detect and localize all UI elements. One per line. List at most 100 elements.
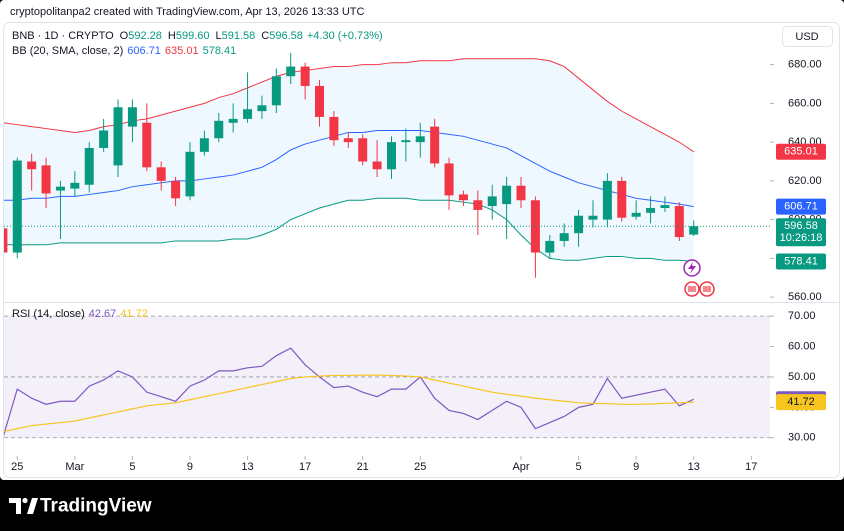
- last-price-label: 596.58: [784, 220, 818, 232]
- candle-body: [300, 66, 310, 86]
- chart-frame: [3, 22, 840, 478]
- x-tick-label: Mar: [65, 461, 84, 473]
- y-tick-label: 560.00: [788, 291, 822, 303]
- candle-body: [545, 240, 555, 253]
- y-tick-label: 620.00: [788, 175, 822, 187]
- candle-body: [84, 147, 94, 185]
- candle-body: [185, 151, 195, 197]
- candle-body: [516, 185, 526, 201]
- candle-body: [113, 107, 123, 166]
- candle-body: [458, 194, 468, 201]
- rsi-value-box: [776, 394, 826, 411]
- candle-body: [12, 160, 22, 253]
- countdown: 10:26:18: [780, 232, 823, 244]
- x-tick-label: 5: [576, 461, 582, 473]
- x-tick-label: 9: [187, 461, 193, 473]
- bb-lower: [4, 197, 694, 262]
- bb-upper-label: 635.01: [784, 146, 818, 158]
- candle-body: [617, 180, 627, 218]
- candle-body: [171, 180, 181, 199]
- event-icons: [683, 259, 715, 297]
- candle-body: [444, 163, 454, 196]
- candle-body: [473, 200, 483, 210]
- candle-body: [646, 208, 656, 213]
- bb-middle-label: 606.71: [784, 201, 818, 213]
- y-tick-label: 60.00: [788, 340, 816, 352]
- y-tick-label: 660.00: [788, 97, 822, 109]
- footer-logo: TradingView: [40, 496, 152, 517]
- candle-body: [127, 107, 137, 127]
- legend-line: RSI (14, close) 42.67 41.72: [12, 308, 148, 320]
- header-text: cryptopolitanpa2 created with TradingVie…: [10, 6, 365, 18]
- axes: 560.00580.00600.00620.00640.00660.00680.…: [11, 59, 826, 473]
- candle-body: [156, 167, 166, 181]
- candle-body: [228, 118, 238, 123]
- price-pane: [4, 53, 770, 278]
- rsi-value-label: 41.72: [787, 396, 815, 408]
- last-price-box: [776, 218, 826, 247]
- y-tick-label: 30.00: [788, 432, 816, 444]
- rsi-value: 41.72: [120, 308, 148, 320]
- candle-body: [631, 212, 641, 217]
- x-tick-label: 25: [414, 461, 426, 473]
- candle-body: [660, 205, 670, 208]
- bb-middle-value: 606.71: [127, 45, 161, 57]
- ohlc-value: 592.28: [128, 30, 162, 42]
- legend-line: BB (20, SMA, close, 2) 606.71 635.01 578.41: [12, 45, 236, 57]
- candle-body: [4, 228, 8, 253]
- ohlc-label: O: [120, 30, 129, 42]
- candle-body: [487, 196, 497, 207]
- candle-body: [674, 206, 684, 238]
- x-tick-label: 9: [633, 461, 639, 473]
- candle-body: [214, 120, 224, 139]
- candle-body: [27, 161, 37, 170]
- y-tick-label: 680.00: [788, 59, 822, 71]
- rsi-pane: [4, 315, 770, 439]
- candle-body: [70, 182, 80, 189]
- currency-button[interactable]: [782, 26, 833, 47]
- ohlc-value: 599.60: [176, 30, 210, 42]
- x-tick-label: 25: [11, 461, 23, 473]
- legend-line: BNB · 1D · CRYPTO O592.28 H599.60 L591.58 C5…: [12, 30, 383, 42]
- ohlc-label: H: [168, 30, 176, 42]
- legends: BNB · 1D · CRYPTO O592.28 H599.60 L591.58 C5…: [12, 30, 383, 320]
- bb-upper-value: 635.01: [165, 45, 199, 57]
- candle-body: [286, 66, 296, 77]
- change: +4.30 (+0.73%): [307, 30, 383, 42]
- candle-body: [372, 161, 382, 170]
- candle-body: [689, 226, 699, 235]
- bb-upper-box: [776, 143, 826, 160]
- y-tick-label: 50.00: [788, 371, 816, 383]
- candle-body: [401, 140, 411, 143]
- candle-body: [41, 165, 51, 194]
- rsi-value: 42.67: [89, 308, 117, 320]
- candle-body: [55, 186, 65, 191]
- candle-body: [415, 136, 425, 143]
- rsi-title: RSI (14, close): [12, 308, 85, 320]
- bb-lower-label: 578.41: [784, 255, 818, 267]
- candle-body: [271, 76, 281, 106]
- ohlc-label: L: [216, 30, 222, 42]
- candle-body: [588, 215, 598, 220]
- ohlc-label: C: [261, 30, 269, 42]
- x-tick-label: 13: [688, 461, 700, 473]
- candle-body: [99, 130, 109, 148]
- x-tick-label: 17: [745, 461, 757, 473]
- candle-body: [559, 233, 569, 241]
- candle-body: [315, 85, 325, 117]
- candle-body: [243, 109, 253, 119]
- bb-lower-value: 578.41: [203, 45, 237, 57]
- candle-body: [199, 138, 209, 152]
- candle-body: [142, 122, 152, 168]
- x-tick-label: 5: [129, 461, 135, 473]
- bb-lower-box: [776, 253, 826, 270]
- x-tick-label: 17: [299, 461, 311, 473]
- candle-body: [602, 180, 612, 220]
- rsi-line: [4, 374, 694, 433]
- indicator: BB (20, SMA, close, 2): [12, 45, 123, 57]
- candle-body: [386, 142, 396, 170]
- ohlc-value: 596.58: [269, 30, 303, 42]
- candle-body: [430, 126, 440, 164]
- currency: USD: [795, 31, 818, 43]
